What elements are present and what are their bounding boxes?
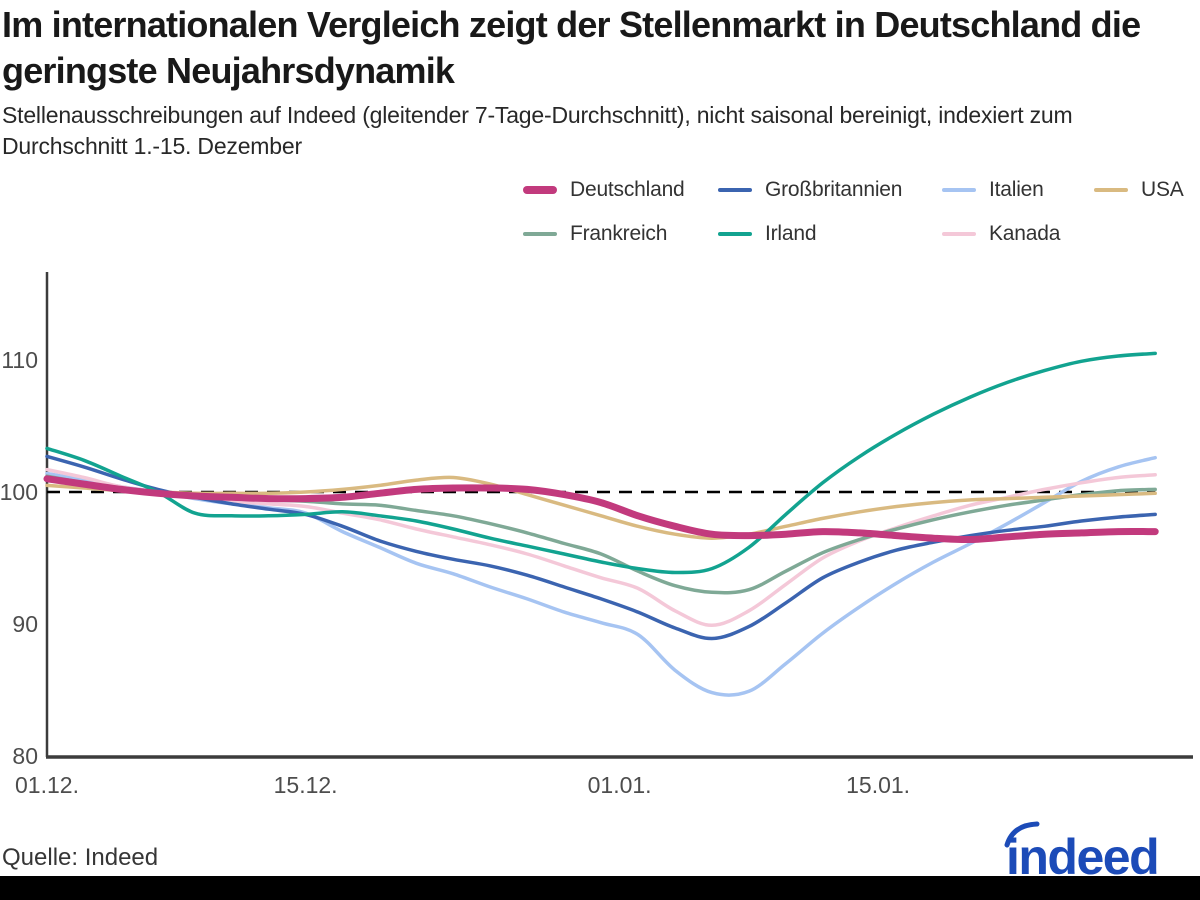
chart-legend: Deutschland Großbritannien Italien USA F… (523, 178, 1184, 246)
x-tick-label-15.12.: 15.12. (274, 772, 338, 798)
series-line-grossbritannien (45, 454, 1157, 641)
legend-item-grossbritannien: Großbritannien (718, 178, 942, 202)
legend-swatch-italien (942, 188, 976, 192)
indeed-logo-graphic: indeed (1004, 821, 1160, 885)
legend-item-irland: Irland (718, 222, 942, 246)
x-tick-label-01.12.: 01.12. (15, 772, 79, 798)
series-line-irland (45, 351, 1157, 575)
legend-swatch-frankreich (523, 232, 557, 236)
legend-label-italien: Italien (989, 178, 1044, 201)
y-tick-label-100: 100 (0, 479, 38, 505)
legend-label-usa: USA (1141, 178, 1184, 201)
x-tick-label-01.01.: 01.01. (588, 772, 652, 798)
legend-item-kanada: Kanada (942, 222, 1094, 246)
series-line-kanada (45, 467, 1157, 628)
legend-item-frankreich: Frankreich (523, 222, 718, 246)
y-tick-label-110: 110 (1, 347, 38, 373)
series-line-deutschland (43, 475, 1159, 544)
legend-swatch-grossbritannien (718, 188, 752, 192)
page-title: Im internationalen Vergleich zeigt der S… (2, 4, 1141, 92)
legend-swatch-irland (718, 232, 752, 236)
legend-label-irland: Irland (765, 222, 817, 245)
legend-swatch-kanada (942, 232, 976, 236)
indeed-logo: indeed (1000, 818, 1175, 885)
legend-label-deutschland: Deutschland (570, 178, 685, 201)
logo-swoosh (1004, 821, 1040, 848)
source-note: Quelle: Indeed (2, 844, 159, 871)
y-tick-label-90: 90 (12, 611, 38, 637)
chart-subtitle: Stellenausschreibungen auf Indeed (gleit… (2, 102, 1073, 159)
legend-swatch-deutschland (523, 186, 557, 194)
series-line-usa (45, 475, 1157, 540)
y-tick-label-80: 80 (12, 743, 38, 769)
legend-label-grossbritannien: Großbritannien (765, 178, 903, 201)
legend-label-frankreich: Frankreich (570, 222, 668, 245)
bottom-bar (0, 876, 1200, 900)
legend-item-usa: USA (1094, 178, 1184, 202)
logo-wordmark: indeed (1006, 829, 1158, 880)
legend-label-kanada: Kanada (989, 222, 1061, 245)
legend-swatch-usa (1094, 188, 1128, 192)
legend-item-italien: Italien (942, 178, 1094, 202)
legend-item-deutschland: Deutschland (523, 178, 718, 202)
x-tick-label-15.01.: 15.01. (846, 772, 910, 798)
